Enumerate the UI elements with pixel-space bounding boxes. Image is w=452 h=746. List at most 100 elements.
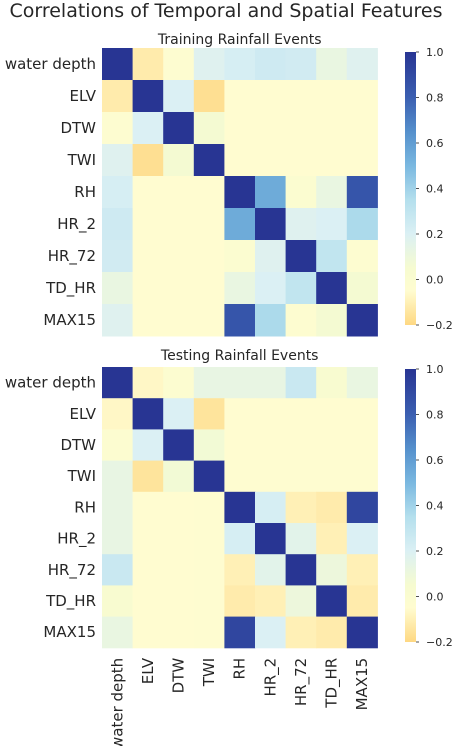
column-label: ELV	[139, 657, 157, 684]
heatmap-cell	[163, 367, 195, 399]
colorbar-tick-label: 1.0	[426, 363, 444, 376]
heatmap-cell	[163, 240, 195, 273]
heatmap-cell	[255, 491, 287, 524]
heatmap-cell	[102, 491, 134, 524]
heatmap-cell	[193, 144, 225, 177]
heatmap-cell	[316, 585, 348, 618]
column-label: TWI	[200, 658, 218, 687]
heatmap-cell	[102, 616, 134, 649]
heatmap-cell	[316, 554, 348, 586]
row-label: TWI	[67, 467, 96, 485]
row-label: RH	[74, 183, 96, 201]
heatmap-cell	[316, 112, 348, 145]
heatmap-cell	[285, 80, 317, 113]
heatmap-cell	[163, 176, 195, 209]
heatmap-cell	[346, 144, 378, 177]
heatmap-cell	[102, 460, 134, 493]
heatmap-cell	[285, 176, 317, 209]
heatmap-cell	[193, 398, 225, 430]
heatmap-cell	[224, 460, 256, 493]
heatmap-cell	[255, 304, 287, 337]
row-label: HR_2	[57, 530, 96, 549]
heatmap-cell	[132, 304, 164, 337]
colorbar-tick-label: 0.2	[426, 545, 444, 558]
heatmap-cell	[132, 523, 164, 555]
heatmap-cell	[346, 272, 378, 305]
heatmap-cell	[255, 112, 287, 145]
row-label: TWI	[67, 151, 96, 169]
heatmap-cell	[224, 144, 256, 177]
heatmap-cell	[255, 208, 287, 241]
heatmap-cell	[193, 272, 225, 305]
heatmap-cell	[255, 80, 287, 113]
heatmap-cell	[163, 398, 195, 430]
heatmap-cell	[316, 429, 348, 462]
row-label: RH	[74, 498, 96, 516]
heatmap-cell	[163, 585, 195, 618]
column-label: DTW	[170, 658, 188, 694]
heatmap-cell	[224, 112, 256, 145]
heatmap-cell	[316, 144, 348, 177]
heatmap-cell	[316, 48, 348, 81]
heatmap-cell	[193, 523, 225, 555]
heatmap-cell	[285, 240, 317, 273]
heatmap-cell	[102, 80, 134, 113]
heatmap-cell	[102, 429, 134, 462]
heatmap-cell	[346, 176, 378, 209]
heatmap-cell	[102, 144, 134, 177]
heatmap-panel-1: Training Rainfall Events water depth ELV DT…	[5, 32, 452, 337]
heatmap-cell	[255, 48, 287, 81]
heatmap-cell	[132, 80, 164, 113]
heatmap-cell	[193, 616, 225, 649]
heatmap-cell	[316, 367, 348, 399]
heatmap-cell	[255, 616, 287, 649]
heatmap-cell	[285, 523, 317, 555]
heatmap-cell	[224, 208, 256, 241]
heatmap-cell	[255, 398, 287, 430]
heatmap-cell	[346, 523, 378, 555]
heatmap-cell	[224, 398, 256, 430]
heatmap-cell	[316, 304, 348, 337]
colorbar-tick-label: 0.8	[426, 92, 444, 105]
heatmap-cell	[285, 144, 317, 177]
heatmap-cell	[193, 304, 225, 337]
colorbar-tick-label: 0.6	[426, 137, 444, 150]
heatmap-cell	[285, 491, 317, 524]
heatmap-cell	[132, 429, 164, 462]
heatmap-cell	[346, 429, 378, 462]
heatmap-cell	[224, 429, 256, 462]
colorbar-tick-label: 0.4	[426, 183, 444, 196]
heatmap-cell	[132, 208, 164, 241]
heatmap-cell	[255, 554, 287, 586]
heatmap-cell	[285, 272, 317, 305]
heatmap-cell	[224, 616, 256, 649]
heatmap-cell	[224, 367, 256, 399]
heatmap-cell	[224, 304, 256, 337]
heatmap-cell	[285, 304, 317, 337]
heatmap-cell	[132, 240, 164, 273]
row-label: HR_72	[48, 561, 96, 580]
row-label: water depth	[5, 374, 96, 392]
heatmap-cell	[193, 460, 225, 493]
heatmap-cell	[163, 429, 195, 462]
heatmap-cell	[163, 48, 195, 81]
heatmap-cell	[255, 176, 287, 209]
column-label: TD_HR	[323, 658, 342, 709]
heatmap-cell	[102, 367, 134, 399]
heatmap-cell	[285, 398, 317, 430]
row-label: MAX15	[43, 311, 96, 329]
heatmap-cell	[163, 144, 195, 177]
row-label: DTW	[60, 436, 96, 454]
heatmap-cell	[316, 523, 348, 555]
heatmap-cell	[193, 240, 225, 273]
colorbar-tick-label: −0.2	[426, 636, 452, 649]
column-label: water depth	[108, 658, 126, 746]
heatmap-cell	[102, 272, 134, 305]
heatmap-cell	[285, 112, 317, 145]
colorbar-tick-label: −0.2	[426, 319, 452, 332]
heatmap-cell	[285, 554, 317, 586]
heatmap-cell	[193, 48, 225, 81]
heatmap-cell	[285, 460, 317, 493]
column-label: RH	[231, 658, 249, 680]
heatmap-cell	[346, 304, 378, 337]
